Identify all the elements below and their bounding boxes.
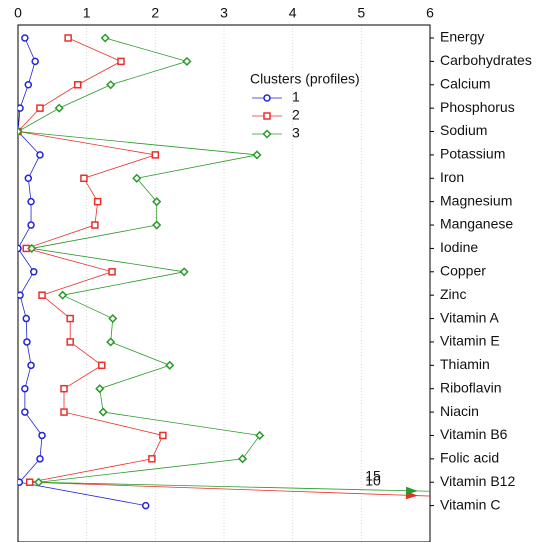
plot-frame: [17, 24, 431, 542]
marker: [80, 174, 88, 183]
marker: [91, 221, 99, 229]
x-tick-label: 1: [83, 5, 91, 21]
marker: [66, 314, 74, 323]
marker: [58, 290, 68, 300]
marker: [27, 221, 35, 229]
plot-area: [18, 33, 430, 510]
x-tick-label: 2: [151, 5, 159, 21]
marker: [25, 478, 34, 486]
y-tick-label: Niacin: [440, 403, 479, 419]
y-tick-label: Vitamin B6: [440, 426, 508, 442]
y-tick-label: Sodium: [440, 122, 487, 138]
y-tick-label: Energy: [440, 29, 484, 45]
y-tick-label: Zinc: [440, 286, 466, 302]
y-tick-label: Phosphorus: [440, 99, 515, 115]
marker: [152, 197, 162, 207]
marker: [100, 33, 110, 43]
y-tick-label: Vitamin C: [440, 496, 500, 512]
marker: [36, 455, 44, 463]
marker: [21, 384, 29, 393]
marker: [18, 291, 24, 299]
marker: [93, 197, 102, 206]
marker: [21, 408, 29, 416]
marker: [132, 173, 142, 183]
marker: [151, 151, 160, 159]
y-tick-label: Folic acid: [440, 450, 499, 466]
marker: [34, 477, 44, 487]
y-tick-label: Iodine: [440, 239, 478, 255]
marker: [27, 197, 35, 206]
marker: [60, 384, 68, 393]
x-tick-label: 6: [426, 5, 434, 21]
marker: [148, 455, 156, 463]
overflow-label: 10: [365, 472, 381, 488]
marker: [252, 150, 262, 160]
marker: [106, 80, 116, 90]
marker: [18, 104, 24, 112]
legend-title: Clusters (profiles): [250, 71, 360, 87]
x-tick-label: 5: [357, 5, 365, 21]
marker: [60, 408, 68, 416]
overflow-arrow: [405, 486, 418, 495]
marker: [64, 34, 72, 42]
marker: [117, 57, 125, 66]
marker: [38, 291, 46, 299]
legend-label: 3: [292, 125, 300, 141]
y-tick-label: Copper: [440, 263, 486, 279]
marker: [36, 104, 44, 112]
marker: [108, 268, 116, 276]
marker: [18, 244, 22, 253]
y-tick-label: Thiamin: [440, 356, 490, 372]
x-tick-label: 4: [289, 5, 297, 21]
legend-marker: [263, 94, 271, 102]
marker: [38, 431, 46, 440]
x-tick-label: 0: [14, 5, 22, 21]
marker: [141, 501, 150, 510]
marker: [22, 314, 30, 323]
marker: [24, 174, 33, 183]
marker: [108, 313, 118, 324]
y-tick-label: Vitamin E: [440, 333, 500, 349]
marker: [95, 384, 105, 394]
marker: [73, 81, 82, 89]
marker: [179, 267, 189, 277]
marker: [237, 454, 248, 464]
y-tick-label: Calcium: [440, 75, 491, 91]
marker: [31, 57, 39, 66]
marker: [24, 81, 33, 89]
marker: [159, 431, 167, 440]
marker: [98, 361, 106, 370]
y-tick-label: Riboflavin: [440, 379, 501, 395]
marker: [152, 220, 162, 230]
marker: [27, 361, 35, 370]
marker: [18, 478, 24, 486]
marker: [165, 360, 175, 370]
marker: [106, 337, 116, 347]
marker: [21, 34, 29, 42]
marker: [66, 338, 74, 346]
x-tick-label: 3: [220, 5, 228, 21]
marker: [36, 151, 44, 159]
marker: [23, 338, 31, 346]
marker: [18, 126, 23, 137]
y-tick-label: Vitamin B12: [440, 473, 515, 489]
legend-marker: [262, 129, 272, 139]
y-tick-label: Carbohydrates: [440, 52, 532, 68]
overflow-label: 15: [365, 468, 381, 484]
marker: [27, 243, 37, 253]
y-tick-label: Potassium: [440, 146, 505, 162]
marker: [98, 407, 108, 417]
legend-label: 2: [292, 107, 300, 123]
marker: [255, 430, 265, 441]
y-tick-label: Iron: [440, 169, 464, 185]
y-tick-label: Vitamin A: [440, 309, 500, 325]
legend-marker: [263, 112, 271, 120]
marker: [30, 268, 38, 276]
marker: [182, 56, 192, 66]
legend-label: 1: [292, 89, 300, 105]
marker: [54, 103, 64, 113]
y-tick-label: Magnesium: [440, 192, 512, 208]
y-tick-label: Manganese: [440, 216, 513, 232]
